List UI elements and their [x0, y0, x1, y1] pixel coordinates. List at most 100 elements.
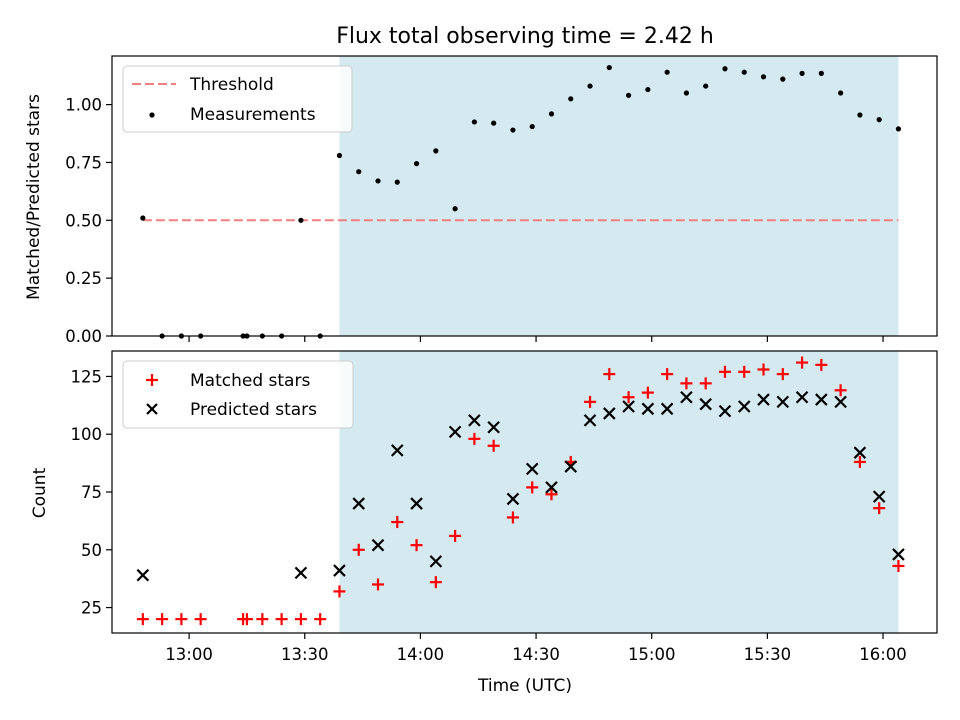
matched-star-point [699, 377, 712, 390]
bottom-legend-box [122, 360, 354, 429]
matched-star-point [545, 488, 558, 501]
predicted-star-point [699, 397, 712, 411]
matched-star-point [256, 613, 269, 626]
x-axis-label: Time (UTC) [477, 676, 572, 696]
matched-star-point [796, 356, 809, 369]
measurement-point [760, 74, 767, 80]
matched-star-point [853, 455, 866, 468]
y-tick-label: 75 [81, 483, 102, 502]
measurement-point [529, 123, 535, 130]
measurement-point [741, 69, 747, 75]
predicted-star-point [641, 402, 655, 416]
y-tick-label: 1.00 [65, 96, 102, 115]
measurement-point [683, 90, 690, 96]
y-tick-label: 50 [81, 541, 102, 560]
measurement-point [568, 96, 574, 102]
measurement-point [587, 83, 593, 89]
predicted-star-point [545, 481, 558, 494]
measurement-point [857, 112, 863, 118]
matched-star-point [757, 363, 770, 376]
measurement-point [838, 90, 844, 96]
measurement-point [799, 70, 805, 76]
matched-star-point [892, 559, 905, 572]
predicted-star-point [718, 404, 732, 418]
predicted-star-point [429, 555, 443, 568]
matched-star-point [526, 481, 539, 494]
predicted-star-point [352, 497, 366, 510]
predicted-star-point [468, 414, 481, 427]
measurement-point [780, 76, 786, 82]
predicted-stars-legend-swatch [146, 403, 158, 415]
predicted-star-point [371, 538, 385, 552]
predicted-star-point [815, 393, 828, 406]
bottom-panel: 25 50 75 100 125 13:00 13:30 14:00 14:30 15:00 15… [30, 350, 938, 696]
measurement-point [645, 86, 651, 93]
matched-star-point [603, 368, 616, 381]
predicted-star-point [622, 400, 635, 413]
matched-star-point [156, 613, 169, 626]
top-legend: Threshold Measurements [122, 65, 353, 133]
measurement-point [394, 179, 400, 185]
measurement-point [413, 161, 420, 167]
predicted-star-point [834, 395, 847, 409]
matched-star-point [429, 576, 442, 589]
predicted-star-point [603, 407, 616, 420]
measurement-point [606, 64, 612, 71]
matched-star-point [294, 613, 307, 626]
top-plot-frame [111, 55, 938, 337]
matched-star-point [410, 539, 423, 552]
top-legend-box [122, 65, 353, 133]
measurement-point [722, 66, 728, 72]
x-tick-label: 14:00 [397, 645, 445, 664]
measurement-point [356, 169, 362, 175]
x-tick-label: 14:30 [512, 645, 560, 664]
measurement-point [471, 119, 477, 125]
measurement-point [510, 127, 516, 133]
measurement-point [298, 217, 304, 223]
matched-star-point [641, 386, 654, 399]
matched-star-point [622, 391, 635, 404]
matched-stars-legend-label: Matched stars [190, 371, 310, 391]
matched-stars-legend-swatch [146, 374, 158, 386]
matched-star-point [661, 368, 674, 381]
threshold-legend-label: Threshold [189, 75, 274, 95]
matched-star-point [815, 358, 828, 371]
x-tick-label: 13:00 [165, 645, 213, 664]
measurement-point [876, 117, 882, 123]
measurement-point [625, 92, 632, 98]
measurement-point [433, 148, 439, 154]
matched-star-point [834, 384, 847, 397]
matched-star-point [194, 613, 207, 626]
matched-star-point [240, 613, 253, 626]
y-tick-label: 125 [71, 367, 103, 386]
predicted-star-point [892, 548, 905, 561]
predicted-star-point [333, 564, 346, 577]
matched-star-point [718, 365, 731, 378]
predicted-star-point [795, 390, 809, 404]
measurement-point [664, 69, 670, 75]
predicted-star-point [660, 402, 674, 416]
top-y-axis: 0.00 0.25 0.50 0.75 1.00 [65, 96, 112, 346]
measurement-point [336, 152, 343, 159]
predicted-star-point [525, 462, 539, 476]
bottom-y-axis: 25 50 75 100 125 [71, 367, 112, 618]
predicted-star-point [448, 425, 462, 439]
predicted-star-point [391, 444, 404, 457]
predicted-star-point [853, 446, 867, 459]
chart-title: Flux total observing time = 2.42 h [336, 24, 714, 49]
matched-star-point [506, 511, 519, 524]
matched-star-point [314, 613, 327, 626]
measurements-legend-label: Measurements [190, 105, 316, 125]
measurement-point [703, 83, 709, 89]
y-tick-label: 0.25 [65, 269, 102, 288]
bottom-observing-interval-shade [339, 351, 899, 633]
top-panel: 0.00 0.25 0.50 0.75 1.00 Matched/Predicted s… [24, 55, 938, 346]
y-tick-label: 25 [81, 599, 102, 618]
predicted-star-point [136, 568, 150, 582]
y-tick-label: 0.00 [65, 327, 102, 346]
matched-star-point [175, 613, 188, 626]
matched-star-point [275, 613, 288, 626]
predicted-star-point [410, 497, 423, 510]
top-x-axis [188, 336, 884, 342]
